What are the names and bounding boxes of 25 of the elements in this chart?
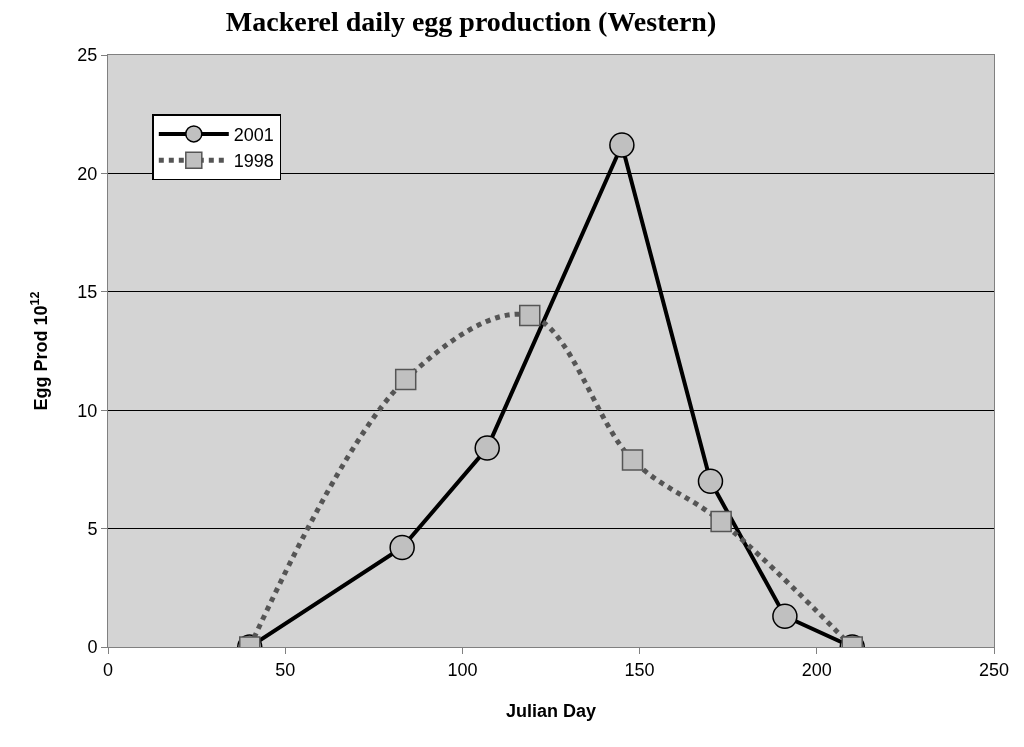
- y-tick-label: 25: [77, 45, 98, 66]
- point: [474, 435, 500, 461]
- point: [389, 534, 415, 561]
- x-tick-label: 200: [801, 659, 832, 680]
- point: [772, 603, 798, 629]
- point: [609, 132, 635, 158]
- y-tick-label: 5: [87, 518, 98, 539]
- point: [394, 368, 417, 391]
- x-tick-label: 100: [447, 659, 478, 680]
- legend-label: 1998: [233, 151, 274, 172]
- point: [697, 468, 724, 494]
- y-tick-label: 0: [87, 637, 98, 658]
- chart-title: Mackerel daily egg production (Western): [225, 5, 717, 37]
- y-tick-label: 10: [77, 400, 98, 421]
- x-tick-label: 250: [978, 659, 1010, 680]
- x-tick-label: 50: [275, 659, 296, 680]
- legend-label: 2001: [233, 124, 274, 145]
- x-tick-label: 0: [102, 659, 114, 680]
- point: [710, 510, 732, 533]
- point: [621, 449, 644, 471]
- y-tick-label: 15: [77, 282, 98, 303]
- x-tick-label: 150: [624, 659, 655, 680]
- y-tick-label: 20: [77, 163, 98, 184]
- point: [518, 304, 541, 327]
- x-axis-title: Julian Day: [505, 700, 597, 721]
